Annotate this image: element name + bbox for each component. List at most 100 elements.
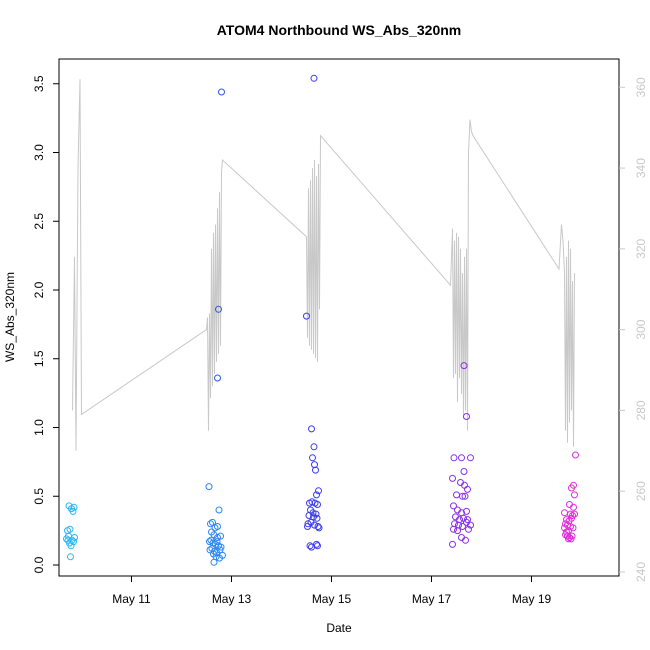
y-right-tick-label: 340	[634, 158, 648, 178]
y-left-tick-label: 2.0	[32, 281, 46, 298]
scatter-point	[207, 520, 214, 528]
x-tick-label: May 17	[412, 592, 452, 606]
scatter-points-layer	[63, 74, 579, 566]
scatter-point	[458, 454, 465, 462]
x-axis-label: Date	[326, 621, 352, 635]
scatter-point	[565, 535, 572, 543]
scatter-point	[205, 483, 213, 491]
scatter-point	[450, 454, 458, 462]
scatter-point	[571, 491, 578, 499]
y-right-tick-label: 360	[634, 77, 648, 97]
scatter-point	[465, 525, 472, 533]
scatter-point	[455, 521, 462, 529]
scatter-point	[216, 546, 224, 554]
y-right-tick-label: 280	[634, 400, 648, 420]
scatter-point	[210, 558, 218, 566]
scatter-point	[451, 520, 458, 528]
y-right-tick-label: 320	[634, 238, 648, 258]
scatter-point	[303, 312, 310, 320]
scatter-point	[214, 523, 221, 530]
scatter-point	[310, 443, 318, 451]
scatter-point	[561, 509, 568, 517]
scatter-point	[460, 514, 467, 522]
scatter-point	[567, 535, 575, 543]
scatter-point	[214, 534, 221, 541]
y-left-tick-label: 3.0	[32, 144, 46, 161]
scatter-point	[571, 510, 578, 518]
scatter-point	[464, 485, 471, 493]
scatter-point	[449, 474, 456, 482]
scatter-point	[450, 525, 457, 533]
scatter-point	[568, 514, 575, 522]
scatter-point	[311, 461, 318, 469]
scatter-point	[463, 507, 470, 515]
scatter-point	[206, 546, 214, 554]
y-right-tick-label: 300	[634, 319, 648, 339]
scatter-point	[215, 305, 222, 313]
scatter-point	[314, 523, 322, 530]
y-left-tick-label: 1.0	[32, 419, 46, 436]
scatter-point	[313, 491, 320, 499]
scatter-point	[461, 492, 469, 500]
chart-title: ATOM4 Northbound WS_Abs_320nm	[217, 22, 462, 38]
scatter-point	[459, 492, 466, 500]
scatter-point	[64, 536, 72, 544]
scatter-point	[572, 451, 579, 459]
scatter-point	[305, 512, 313, 519]
scatter-point	[70, 503, 78, 511]
line-series	[72, 79, 575, 451]
scatter-point	[69, 507, 77, 515]
x-tick-label: May 15	[312, 592, 352, 606]
scatter-point	[315, 487, 322, 495]
y-right-tick-label: 240	[634, 562, 648, 582]
scatter-point	[219, 551, 226, 559]
scatter-point	[313, 514, 321, 522]
scatter-point	[314, 542, 321, 550]
scatter-point	[568, 484, 575, 492]
plot-frame	[58, 58, 620, 577]
scatter-point	[304, 523, 311, 530]
y-axis-label: WS_Abs_320nm	[3, 272, 17, 362]
scatter-point	[310, 74, 318, 82]
y-left-tick-label: 2.5	[32, 213, 46, 230]
y-left-tick-label: 1.5	[32, 350, 46, 367]
scatter-point	[313, 540, 320, 548]
scatter-point	[312, 466, 319, 474]
scatter-point	[66, 525, 74, 533]
scatter-point	[214, 374, 221, 382]
scatter-point	[450, 502, 457, 510]
y-right-tick-label: 260	[634, 481, 648, 501]
y-axis-left: 0.0 0.5 1.0 1.5 2.0 2.5 3.0 3.5	[32, 75, 59, 573]
y-left-tick-label: 3.5	[32, 75, 46, 92]
x-axis: May 11 May 13 May 15 May 17 May 19	[112, 576, 551, 606]
scatter-point	[460, 468, 468, 475]
scatter-point	[315, 524, 323, 532]
scatter-point	[570, 503, 577, 511]
x-tick-label: May 13	[212, 592, 252, 606]
scatter-point	[308, 425, 315, 433]
y-axis-right: 240 260 280 300 320 340 360	[619, 77, 648, 582]
scatter-point	[449, 540, 456, 548]
scatter-point	[206, 538, 213, 546]
scatter-point	[306, 542, 314, 550]
scatter-point	[314, 501, 321, 508]
scatter-point	[209, 518, 216, 526]
scatter-point	[463, 413, 470, 420]
scatter-point	[213, 538, 221, 546]
y-left-tick-label: 0.0	[32, 556, 46, 573]
scatter-point	[310, 513, 317, 521]
scatter-point	[567, 510, 574, 518]
scatter-point	[67, 553, 74, 561]
x-tick-label: May 11	[112, 592, 151, 606]
scatter-point	[453, 491, 460, 499]
scatter-point	[467, 454, 474, 462]
scatter-point	[215, 506, 223, 514]
y-left-tick-label: 0.5	[32, 488, 46, 505]
scatter-point	[460, 362, 468, 370]
scatter-point	[467, 521, 474, 529]
scatter-point	[462, 536, 469, 544]
scatter-point	[309, 454, 316, 462]
x-tick-label: May 19	[512, 592, 552, 606]
scatter-point	[218, 88, 225, 96]
